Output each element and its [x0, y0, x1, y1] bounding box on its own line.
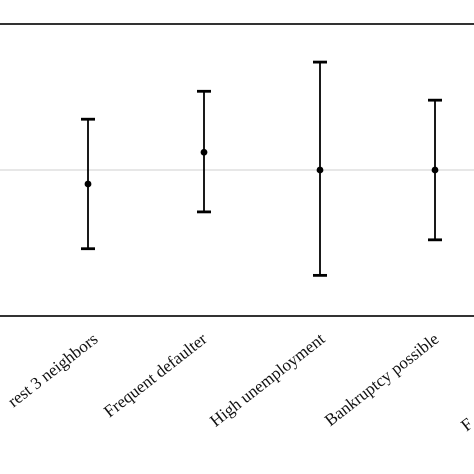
- error-bar-1: [81, 117, 95, 251]
- error-bar-4: [428, 98, 442, 242]
- x-tick-label: High unemployment: [206, 329, 328, 430]
- point-estimate: [316, 166, 324, 174]
- x-tick-label: Bankruptcy possible: [321, 329, 442, 430]
- error-bar-3: [313, 60, 327, 277]
- plot-frame: [0, 23, 474, 317]
- point-estimate: [431, 166, 439, 174]
- point-estimate: [84, 180, 92, 188]
- x-tick-label: rest 3 neighbors: [4, 329, 101, 411]
- error-bars-layer: [81, 60, 442, 277]
- x-tick-labels-layer: rest 3 neighbors Frequent defaulter High…: [4, 329, 474, 435]
- error-bar-2: [197, 89, 211, 214]
- x-tick-label: Frequent defaulter: [100, 329, 211, 421]
- point-estimate: [200, 148, 208, 156]
- x-tick-label: F: [457, 414, 474, 435]
